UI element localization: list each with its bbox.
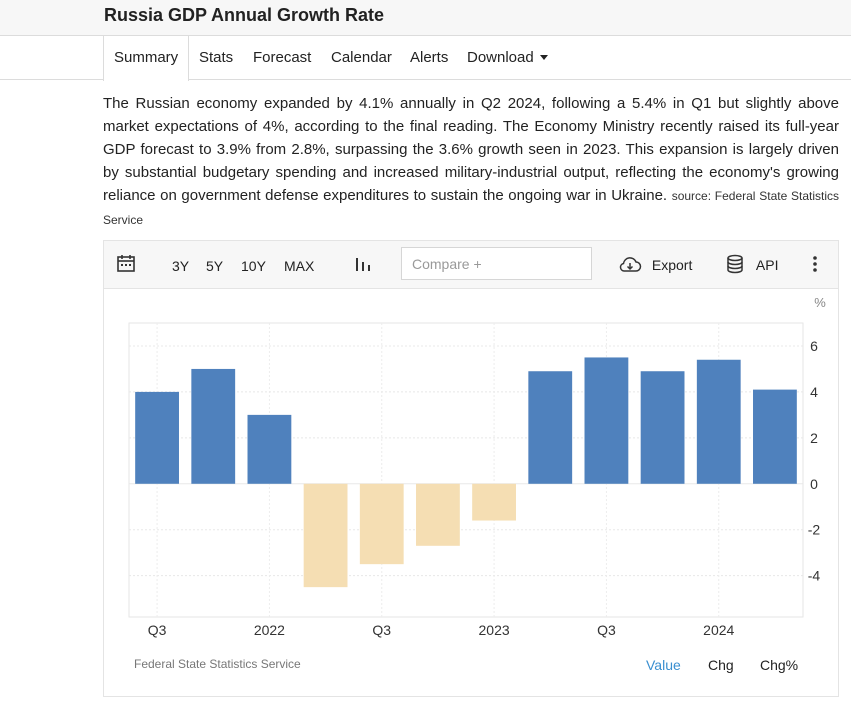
- y-tick-label: 0: [810, 476, 818, 492]
- bar-2021-q3: [135, 391, 179, 484]
- compare-input[interactable]: [401, 247, 592, 280]
- bar-2023-q4: [640, 371, 685, 484]
- chart-source: Federal State Statistics Service: [134, 657, 301, 671]
- tab-download-label: Download: [467, 49, 534, 66]
- chart-toolbar: 3Y 5Y 10Y MAX Export: [104, 241, 838, 289]
- summary-description: The Russian economy expanded by 4.1% ann…: [103, 92, 839, 232]
- bar-2023-q3: [584, 357, 629, 484]
- bar-2023-q2: [528, 371, 573, 484]
- bar-2022-q3: [359, 483, 404, 565]
- more-options-icon[interactable]: [812, 255, 818, 276]
- range-max-button[interactable]: MAX: [284, 258, 315, 274]
- bar-2021-q4: [191, 368, 236, 484]
- bar-2024-q2: [753, 389, 797, 484]
- tab-alerts[interactable]: Alerts: [410, 49, 449, 66]
- tab-stats[interactable]: Stats: [199, 49, 234, 66]
- y-unit-label: %: [814, 295, 826, 310]
- bar-2022-q2: [303, 483, 348, 588]
- gdp-growth-chart: 6 4 2 0 -2 -4% Q3 2022 Q3 2023 Q3 2024: [128, 295, 826, 638]
- tab-calendar[interactable]: Calendar: [331, 49, 392, 66]
- view-chg-button[interactable]: Chg: [708, 657, 734, 673]
- tab-download[interactable]: Download: [457, 36, 558, 80]
- y-tick-label: -2: [808, 522, 821, 538]
- bar-2022-q4: [416, 483, 460, 546]
- y-tick-label: 2: [810, 430, 818, 446]
- chart-panel: 3Y 5Y 10Y MAX Export: [103, 240, 839, 697]
- x-tick-label: Q3: [372, 622, 391, 638]
- x-tick-label: Q3: [148, 622, 167, 638]
- bar-2022-q1: [247, 414, 292, 484]
- x-tick-label: 2022: [254, 622, 285, 638]
- bar-2023-q1: [472, 483, 516, 521]
- top-bar: Russia GDP Annual Growth Rate: [0, 0, 851, 36]
- range-3y-button[interactable]: 3Y: [172, 258, 190, 274]
- bar-2024-q1: [696, 359, 741, 484]
- database-icon: [727, 254, 743, 274]
- x-tick-label: 2024: [703, 622, 734, 638]
- range-10y-button[interactable]: 10Y: [241, 258, 266, 274]
- plot-frame: [128, 322, 804, 618]
- caret-down-icon: [539, 55, 548, 60]
- bar-chart-icon[interactable]: [354, 255, 372, 276]
- export-label: Export: [651, 257, 693, 273]
- y-tick-label: 4: [810, 384, 818, 400]
- range-5y-button[interactable]: 5Y: [206, 258, 224, 274]
- tab-forecast[interactable]: Forecast: [253, 49, 312, 66]
- page-title: Russia GDP Annual Growth Rate: [104, 5, 385, 25]
- export-button[interactable]: Export: [618, 256, 692, 274]
- x-tick-label: 2023: [479, 622, 510, 638]
- x-tick-label: Q3: [597, 622, 616, 638]
- y-tick-label: 6: [810, 338, 818, 354]
- api-label: API: [755, 257, 779, 273]
- view-chg-percent-button[interactable]: Chg%: [760, 657, 799, 673]
- calendar-icon[interactable]: [116, 253, 136, 276]
- description-text: The Russian economy expanded by 4.1% ann…: [103, 95, 839, 204]
- tab-summary[interactable]: Summary: [103, 36, 190, 81]
- y-tick-label: -4: [808, 568, 821, 584]
- description-source: source: Federal State Statistics Service: [103, 189, 840, 227]
- tab-bar: Summary Stats Forecast Calendar Alerts D…: [0, 36, 851, 81]
- view-value-button[interactable]: Value: [646, 657, 681, 673]
- api-button[interactable]: API: [726, 254, 778, 274]
- cloud-download-icon: [619, 257, 642, 272]
